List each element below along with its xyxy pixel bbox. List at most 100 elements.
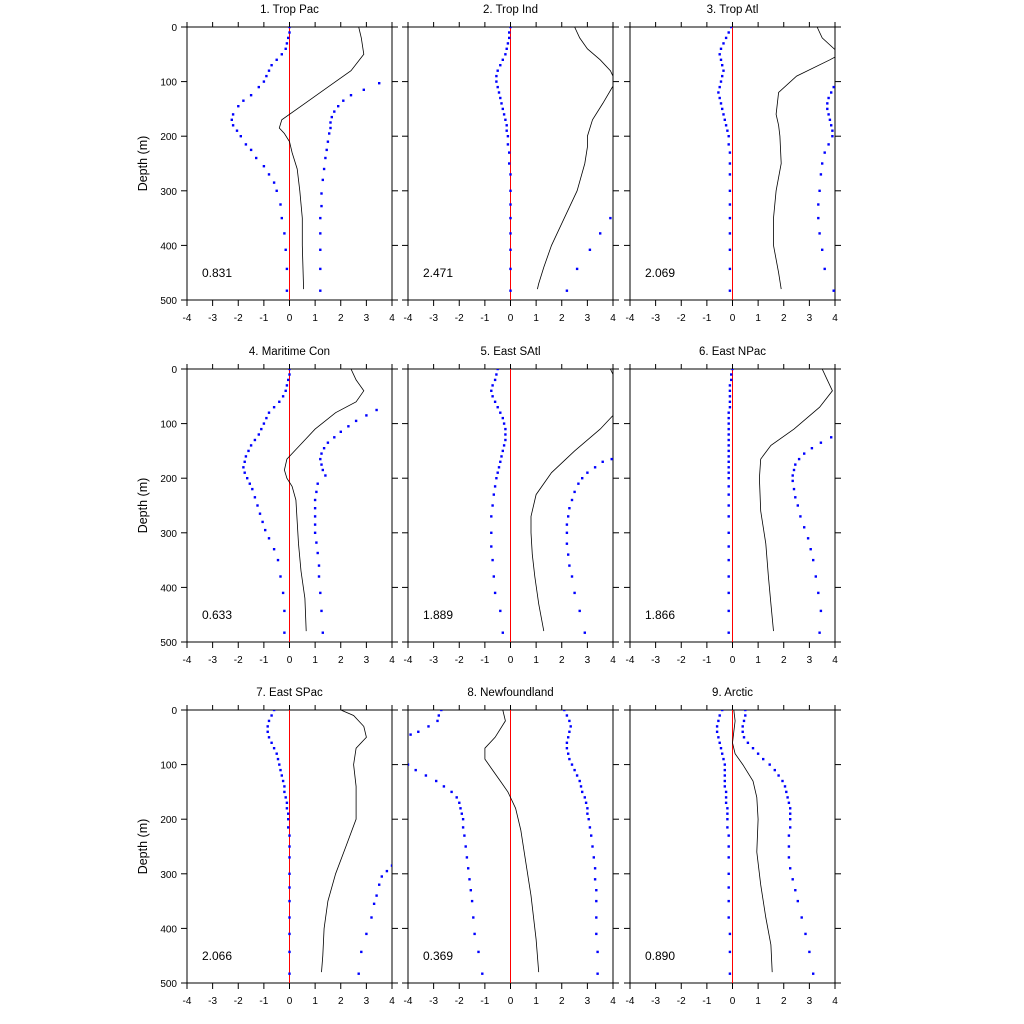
lower-bound-dot [258,512,262,515]
lower-bound-dot [719,747,723,750]
y-axis-label: Depth (m) [136,819,150,875]
panel-title: 8. Newfoundland [467,687,553,699]
lower-bound-dot [464,845,467,848]
upper-bound-dot [380,875,383,878]
upper-bound-dot [818,631,821,634]
upper-bound-dot [570,498,574,502]
lower-bound-dot [727,422,730,425]
upper-bound-dot [741,725,744,728]
upper-bound-dot [817,216,820,220]
x-tick-label: 2 [338,655,344,666]
x-tick-label: 0 [508,655,514,666]
x-tick-label: 2 [559,313,565,324]
x-tick-label: -1 [702,655,711,666]
x-tick-label: -1 [480,655,489,666]
upper-bound-dot [581,477,584,480]
lower-bound-dot [727,515,730,518]
upper-bound-dot [809,548,812,551]
upper-bound-dot [313,515,317,518]
x-tick-label: 0 [287,313,293,324]
lower-bound-dot [727,886,730,889]
upper-bound-dot [575,774,579,777]
lower-bound-dot [493,485,497,488]
lower-bound-dot [243,460,246,463]
upper-bound-dot [819,441,823,444]
upper-bound-dot [342,99,345,102]
x-tick-label: -1 [480,996,489,1007]
lower-bound-dot [465,856,469,859]
y-tick-label: 200 [160,132,177,143]
lower-bound-dot [728,232,732,235]
lower-bound-dot [727,135,730,138]
lower-bound-dot [727,575,730,578]
upper-bound-dot [783,785,787,788]
lower-bound-dot [727,466,730,469]
y-tick-label: 500 [160,979,177,990]
lower-bound-dot [242,466,245,469]
lower-bound-dot [722,757,725,761]
lower-bound-dot [491,504,494,507]
upper-bound-dot [319,248,322,251]
value-label: 1.889 [423,608,453,622]
y-tick-label: 300 [160,187,177,198]
lower-bound-dot [715,725,719,728]
lower-bound-dot [730,378,733,382]
upper-bound-dot [773,768,776,772]
lower-bound-dot [728,389,732,392]
x-tick-label: 1 [533,655,539,666]
lower-bound-dot [726,807,729,810]
panel-7: 7. East SPac -4 -3 -2 -1 0 1 2 3 4 0 100 200 300 400 50… [136,687,398,1007]
upper-bound-dot [768,763,771,766]
upper-bound-dot [568,507,571,510]
plot-area [266,710,392,983]
lower-bound-dot [497,466,501,469]
x-tick-label: -2 [234,655,243,666]
upper-bound-dot [319,591,322,595]
upper-bound-dot [596,950,599,954]
lower-bound-dot [717,719,720,723]
upper-bound-dot [595,899,598,903]
upper-bound-dot [568,719,571,723]
lower-bound-dot [715,730,719,733]
panel-title: 7. East SPac [256,687,323,699]
upper-bound-dot [821,248,824,251]
lower-bound-dot [504,438,507,442]
lower-bound-dot [504,433,507,436]
lower-bound-dot [283,785,286,788]
lower-bound-dot [496,406,499,409]
upper-bound-dot [827,143,830,146]
lower-bound-dot [272,747,276,750]
lower-bound-dot [492,493,495,496]
upper-bound-dot [320,204,323,208]
value-label: 0.633 [202,608,232,622]
lower-bound-dot [461,826,465,829]
x-tick-label: -4 [183,996,192,1007]
lower-bound-dot [257,433,260,436]
lower-bound-dot [724,790,728,794]
upper-bound-dot [390,864,392,867]
upper-bound-dot [330,115,333,119]
upper-bound-dot [322,447,326,450]
lower-bound-dot [249,94,253,97]
lower-bound-dot [473,932,476,936]
lower-bound-dot [727,899,730,903]
upper-bound-dot [320,609,323,613]
lower-bound-dot [499,96,502,100]
x-tick-label: -3 [429,655,438,666]
upper-bound-dot [321,631,324,634]
upper-bound-dot [565,289,569,292]
lower-bound-dot [723,785,726,788]
x-tick-label: 2 [559,996,565,1007]
lower-bound-dot [496,369,499,371]
lower-bound-dot [230,118,233,121]
lower-bound-dot [726,812,729,815]
upper-bound-dot [806,537,810,540]
lower-bound-dot [727,591,730,595]
mean-profile-line [537,27,613,290]
upper-bound-dot [831,135,834,138]
upper-bound-dot [828,118,832,121]
lower-bound-dot [477,950,480,954]
x-tick-label: -4 [404,996,413,1007]
mean-profile-line [278,27,365,290]
lower-bound-dot [283,790,286,794]
